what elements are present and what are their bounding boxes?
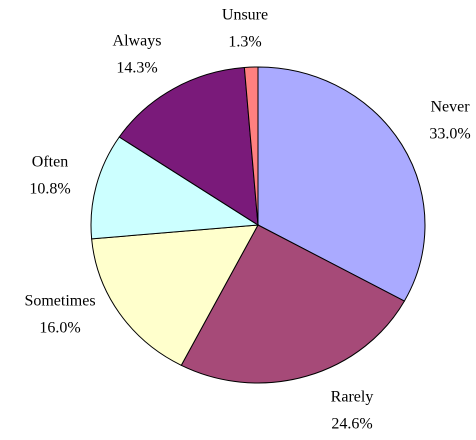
slice-label: Sometimes: [24, 293, 95, 310]
slice-label: Often: [32, 154, 68, 171]
slice-value-label: 33.0%: [429, 126, 470, 143]
pie-slice: [180, 224, 406, 384]
slice-value-label: 24.6%: [331, 416, 372, 433]
slice-label: Always: [113, 33, 162, 50]
pie-slice: [90, 136, 260, 240]
slice-label: Unsure: [222, 7, 268, 24]
pie-slice: [243, 66, 259, 226]
slice-value-label: 10.8%: [29, 181, 70, 198]
slice-label: Rarely: [331, 389, 374, 406]
pie-slice: [118, 66, 259, 226]
slice-value-label: 1.3%: [228, 34, 261, 51]
slice-value-label: 14.3%: [116, 60, 157, 77]
pie-slice: [257, 66, 426, 302]
slice-label: Never: [430, 99, 470, 116]
pie-slice: [91, 224, 259, 366]
slice-value-label: 16.0%: [39, 320, 80, 337]
